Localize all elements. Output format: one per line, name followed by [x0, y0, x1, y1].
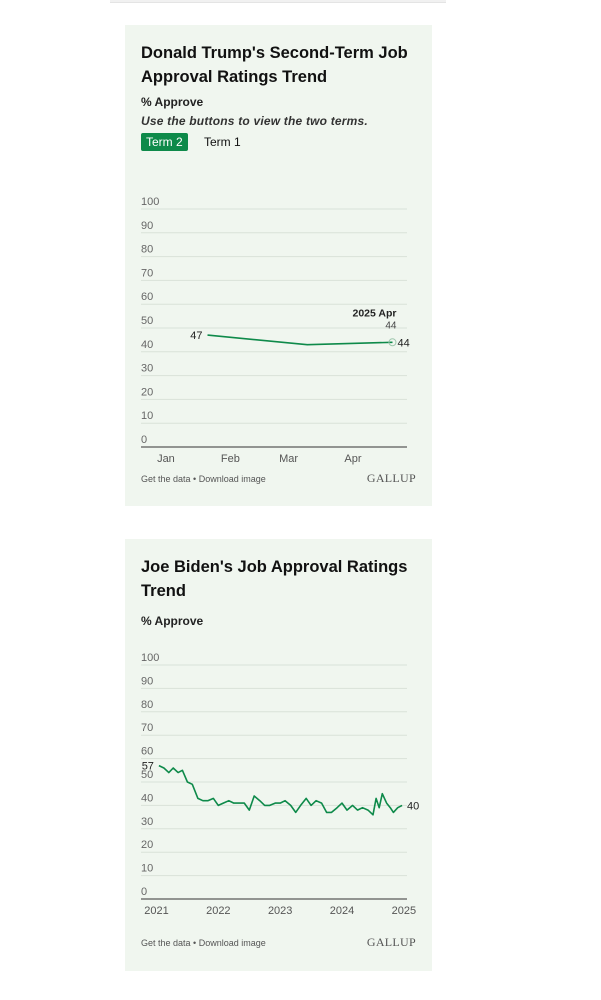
y-tick-label: 20	[141, 386, 153, 398]
biden-chart-card: Joe Biden's Job Approval Ratings Trend %…	[125, 539, 432, 971]
chart-subtitle: % Approve	[141, 95, 204, 109]
gallup-logo: GALLUP	[366, 935, 416, 949]
footer-separator: •	[190, 938, 199, 948]
chart-instructions: Use the buttons to view the two terms.	[141, 114, 368, 128]
x-tick-label: 2023	[268, 905, 292, 917]
y-tick-label: 50	[141, 315, 153, 327]
tooltip-value: 44	[385, 320, 397, 331]
y-tick-label: 50	[141, 769, 153, 781]
x-tick-label: 2021	[144, 905, 168, 917]
x-tick-label: Mar	[279, 453, 298, 465]
y-tick-label: 80	[141, 244, 153, 256]
approval-series-line	[158, 764, 403, 816]
footer-separator: •	[190, 474, 199, 484]
x-tick-label: 2025	[392, 905, 416, 917]
y-tick-label: 90	[141, 675, 153, 687]
y-tick-label: 60	[141, 291, 153, 303]
trump-approval-line-chart[interactable]: 1009080706050403020100Jan2025FebMarApr47…	[125, 165, 432, 465]
y-tick-label: 70	[141, 722, 153, 734]
y-tick-label: 30	[141, 363, 153, 375]
series-end-label: 40	[407, 800, 419, 812]
chart-subtitle: % Approve	[141, 614, 204, 628]
term-1-button[interactable]: Term 1	[204, 135, 241, 149]
y-tick-label: 10	[141, 410, 153, 422]
y-tick-label: 0	[141, 434, 147, 446]
chart-title: Joe Biden's Job Approval Ratings Trend	[141, 558, 408, 600]
download-image-link[interactable]: Download image	[198, 938, 266, 948]
y-tick-label: 30	[141, 816, 153, 828]
download-image-link[interactable]: Download image	[198, 474, 266, 484]
y-tick-label: 100	[141, 196, 159, 208]
series-start-label: 47	[190, 330, 202, 342]
previous-card-edge	[110, 0, 446, 3]
get-data-link[interactable]: Get the data	[141, 474, 191, 484]
y-tick-label: 0	[141, 886, 147, 898]
trump-chart-card: Donald Trump's Second-Term Job Approval …	[125, 25, 432, 506]
chart-footer: Get the data • Download image	[141, 938, 266, 948]
series-end-label: 44	[397, 337, 409, 349]
approval-series-line	[207, 334, 393, 346]
y-tick-label: 40	[141, 339, 153, 351]
x-tick-label: Jan	[157, 453, 175, 465]
x-tick-label: 2024	[330, 905, 354, 917]
y-tick-label: 100	[141, 652, 159, 664]
y-tick-label: 70	[141, 267, 153, 279]
gallup-logo: GALLUP	[366, 471, 416, 485]
term-2-button[interactable]: Term 2	[141, 133, 188, 151]
chart-title: Donald Trump's Second-Term Job Approval …	[141, 44, 408, 86]
x-tick-label: Apr	[344, 453, 361, 465]
chart-footer: Get the data • Download image	[141, 474, 266, 484]
y-tick-label: 40	[141, 792, 153, 804]
y-tick-label: 90	[141, 220, 153, 232]
get-data-link[interactable]: Get the data	[141, 938, 191, 948]
y-tick-label: 20	[141, 839, 153, 851]
y-tick-label: 60	[141, 746, 153, 758]
hover-point-marker	[388, 338, 397, 347]
tooltip-title: 2025 Apr	[352, 307, 396, 319]
y-tick-label: 80	[141, 699, 153, 711]
x-tick-label: Feb	[221, 453, 240, 465]
y-tick-label: 10	[141, 863, 153, 875]
series-start-label: 57	[142, 761, 154, 773]
x-tick-label: 2022	[206, 905, 230, 917]
